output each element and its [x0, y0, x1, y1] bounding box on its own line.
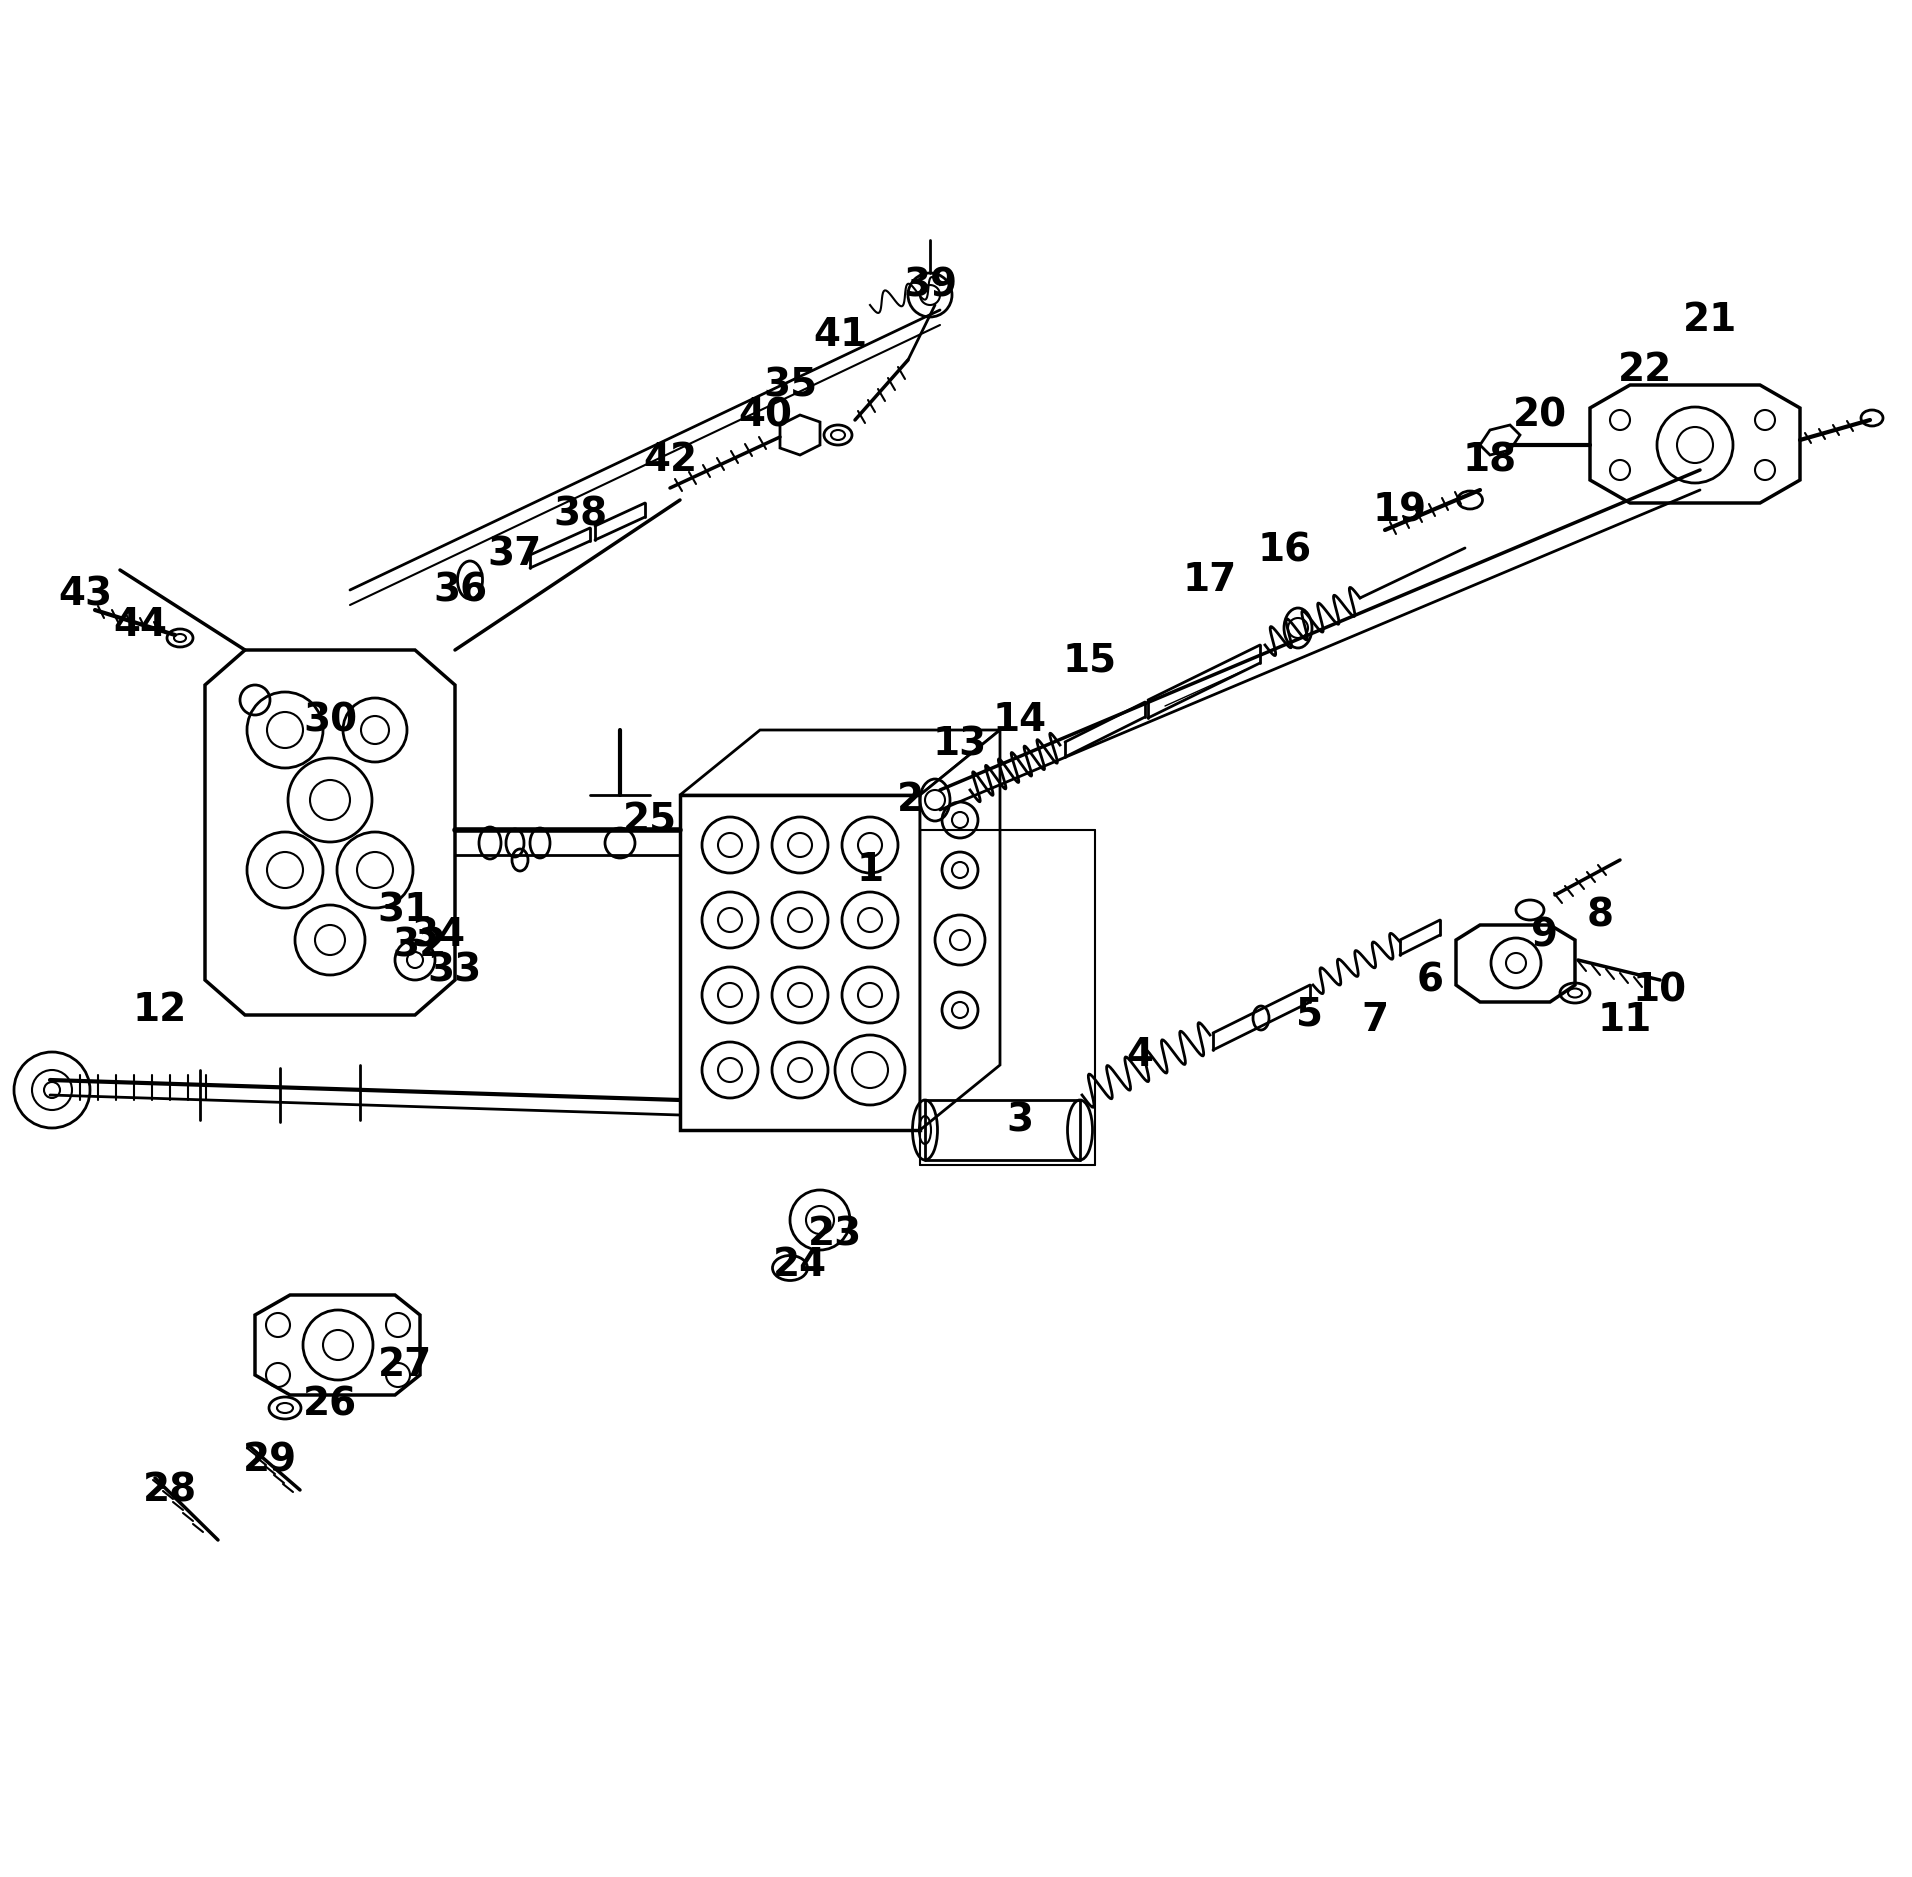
- Text: 21: 21: [1683, 300, 1738, 340]
- Polygon shape: [920, 730, 1000, 1130]
- Text: 38: 38: [553, 496, 608, 533]
- Text: 14: 14: [992, 700, 1048, 740]
- Polygon shape: [1457, 925, 1575, 1002]
- Text: 25: 25: [623, 801, 677, 839]
- Text: 26: 26: [302, 1385, 358, 1425]
- Text: 17: 17: [1184, 561, 1237, 599]
- Text: 20: 20: [1512, 396, 1568, 434]
- Text: 3: 3: [1006, 1102, 1034, 1139]
- Polygon shape: [681, 796, 920, 1130]
- Text: 28: 28: [143, 1472, 197, 1509]
- Polygon shape: [780, 415, 820, 454]
- Text: 11: 11: [1598, 1000, 1652, 1040]
- Text: 43: 43: [57, 576, 113, 614]
- Polygon shape: [681, 730, 1000, 796]
- Text: 42: 42: [642, 441, 698, 479]
- Text: 23: 23: [809, 1216, 862, 1254]
- Text: 4: 4: [1126, 1036, 1153, 1074]
- Text: 10: 10: [1633, 970, 1686, 1010]
- Text: 22: 22: [1618, 351, 1673, 389]
- Polygon shape: [254, 1295, 421, 1395]
- Text: 1: 1: [857, 850, 883, 890]
- Polygon shape: [1480, 424, 1520, 454]
- Text: 18: 18: [1463, 441, 1516, 479]
- Text: 15: 15: [1063, 642, 1117, 679]
- Text: 34: 34: [411, 916, 465, 954]
- Text: 7: 7: [1361, 1000, 1388, 1040]
- Text: 30: 30: [302, 700, 358, 740]
- Text: 41: 41: [813, 315, 866, 355]
- Text: 35: 35: [763, 366, 816, 404]
- Text: 36: 36: [432, 571, 488, 608]
- Text: 39: 39: [902, 267, 958, 304]
- Polygon shape: [205, 649, 455, 1015]
- Text: 40: 40: [738, 396, 792, 434]
- Text: 19: 19: [1373, 492, 1426, 529]
- Text: 27: 27: [379, 1346, 432, 1383]
- Text: 6: 6: [1417, 961, 1444, 999]
- Text: 32: 32: [392, 925, 447, 965]
- Polygon shape: [1591, 385, 1799, 503]
- Text: 16: 16: [1258, 531, 1312, 569]
- Text: 44: 44: [113, 606, 166, 644]
- Text: 2: 2: [897, 781, 923, 818]
- Text: 13: 13: [933, 726, 987, 764]
- Text: 37: 37: [488, 537, 543, 574]
- Text: 12: 12: [132, 991, 187, 1029]
- Text: 24: 24: [772, 1246, 828, 1284]
- Text: 29: 29: [243, 1442, 296, 1479]
- Text: 5: 5: [1296, 997, 1323, 1034]
- Text: 33: 33: [428, 952, 482, 989]
- Text: 31: 31: [379, 892, 432, 929]
- Text: 9: 9: [1532, 916, 1558, 954]
- Text: 8: 8: [1587, 895, 1614, 935]
